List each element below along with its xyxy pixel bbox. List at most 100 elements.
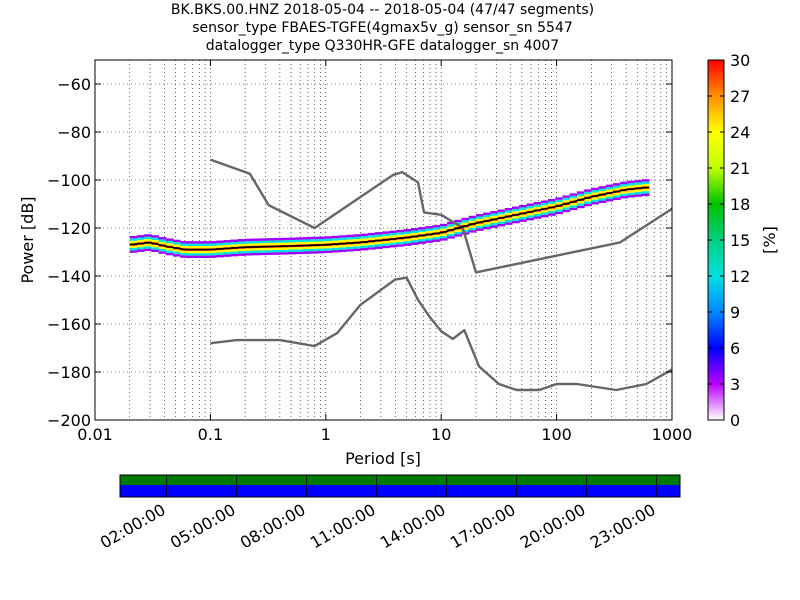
histogram-cell	[504, 212, 513, 216]
histogram-cell	[151, 244, 160, 248]
histogram-cell	[576, 196, 585, 199]
histogram-cell	[526, 208, 535, 211]
histogram-cell	[374, 246, 383, 249]
histogram-cell	[367, 237, 376, 241]
histogram-cell	[165, 240, 174, 244]
histogram-cell	[259, 240, 268, 244]
timeline-tick-label: 11:00:00	[307, 500, 379, 552]
histogram-cell	[331, 250, 340, 253]
histogram-cell	[497, 219, 506, 222]
histogram-cell	[216, 242, 225, 246]
timeline-tick-label: 17:00:00	[447, 500, 519, 552]
histogram-cell	[374, 244, 383, 247]
histogram-cell	[591, 197, 600, 200]
histogram-cell	[266, 242, 275, 246]
histogram-cell	[555, 206, 563, 210]
histogram-cell	[281, 252, 289, 255]
histogram-cell	[216, 252, 225, 255]
y-tick-label: −140	[47, 267, 91, 286]
histogram-cell	[483, 226, 491, 230]
histogram-cell	[288, 251, 297, 255]
x-axis-ticks: 0.01 0.1 1 10 100 1000	[77, 60, 692, 444]
histogram-cell	[612, 192, 621, 196]
histogram-cell	[605, 189, 614, 192]
histogram-cell	[576, 191, 585, 194]
histogram-cell	[389, 240, 398, 243]
histogram-cell	[504, 220, 513, 223]
histogram-cell	[612, 183, 621, 186]
histogram-cell	[144, 248, 152, 252]
histogram-cell	[216, 240, 225, 243]
histogram-cell	[245, 243, 253, 246]
histogram-cell	[353, 234, 362, 237]
histogram-cell	[129, 247, 138, 251]
colorbar-tick-label: 30	[730, 51, 750, 70]
histogram-cell	[605, 196, 614, 200]
histogram-cell	[173, 242, 181, 245]
histogram-cell	[382, 243, 390, 246]
histogram-cell	[439, 228, 448, 231]
histogram-cell	[259, 250, 268, 253]
histogram-cell	[252, 238, 261, 241]
histogram-cell	[468, 230, 477, 233]
histogram-cell	[158, 237, 167, 240]
histogram-cell	[591, 202, 600, 205]
histogram-cell	[252, 243, 261, 246]
histogram-cell	[223, 252, 232, 255]
histogram-cell	[180, 241, 188, 244]
histogram-cell	[512, 216, 520, 219]
histogram-cell	[512, 220, 520, 224]
histogram-cell	[620, 191, 628, 194]
histogram-cell	[497, 211, 506, 215]
histogram-cell	[173, 244, 181, 247]
histogram-cell	[432, 239, 441, 242]
histogram-cell	[468, 218, 477, 221]
histogram-cell	[360, 238, 369, 241]
histogram-cell	[562, 197, 571, 201]
histogram-cell	[180, 253, 188, 256]
histogram-cell	[418, 239, 426, 242]
histogram-cell	[475, 226, 484, 229]
histogram-cell	[584, 198, 592, 202]
histogram-cell	[569, 198, 578, 201]
histogram-cell	[403, 238, 412, 242]
histogram-cell	[461, 227, 470, 230]
histogram-cell	[324, 236, 333, 239]
histogram-cell	[302, 239, 311, 242]
histogram-cell	[634, 189, 643, 192]
x-tick-label: 1	[321, 425, 331, 444]
histogram-cell	[620, 193, 628, 197]
histogram-cell	[230, 249, 239, 252]
histogram-cell	[475, 223, 484, 227]
histogram-cell	[273, 240, 282, 243]
histogram-cell	[562, 207, 571, 210]
timeline-frame	[119, 474, 681, 498]
histogram-cell	[555, 209, 563, 212]
histogram-cell	[396, 234, 405, 238]
histogram-cell	[519, 214, 527, 218]
histogram-cell	[129, 250, 138, 253]
histogram-cell	[165, 252, 174, 256]
histogram-cell	[237, 239, 246, 242]
histogram-cell	[194, 241, 203, 244]
histogram-cell	[353, 246, 362, 249]
histogram-cell	[173, 249, 181, 252]
x-tick-label: 10	[431, 425, 451, 444]
noise-model-line-1	[209, 158, 672, 274]
histogram-cell	[259, 247, 268, 251]
histogram-cell	[266, 240, 275, 243]
histogram-cell	[418, 229, 426, 232]
x-axis-label: Period [s]	[345, 449, 421, 468]
histogram-cell	[641, 181, 650, 184]
histogram-cell	[512, 211, 520, 214]
histogram-cell	[432, 227, 441, 230]
histogram-cell	[360, 248, 369, 251]
histogram-cell	[302, 241, 311, 245]
histogram-cell	[468, 220, 477, 223]
histogram-cell	[136, 247, 145, 250]
histogram-cell	[360, 233, 369, 237]
histogram-cell	[483, 222, 491, 225]
histogram-cell	[338, 244, 347, 248]
histogram-cell	[519, 209, 527, 213]
histogram-cell	[338, 240, 347, 243]
